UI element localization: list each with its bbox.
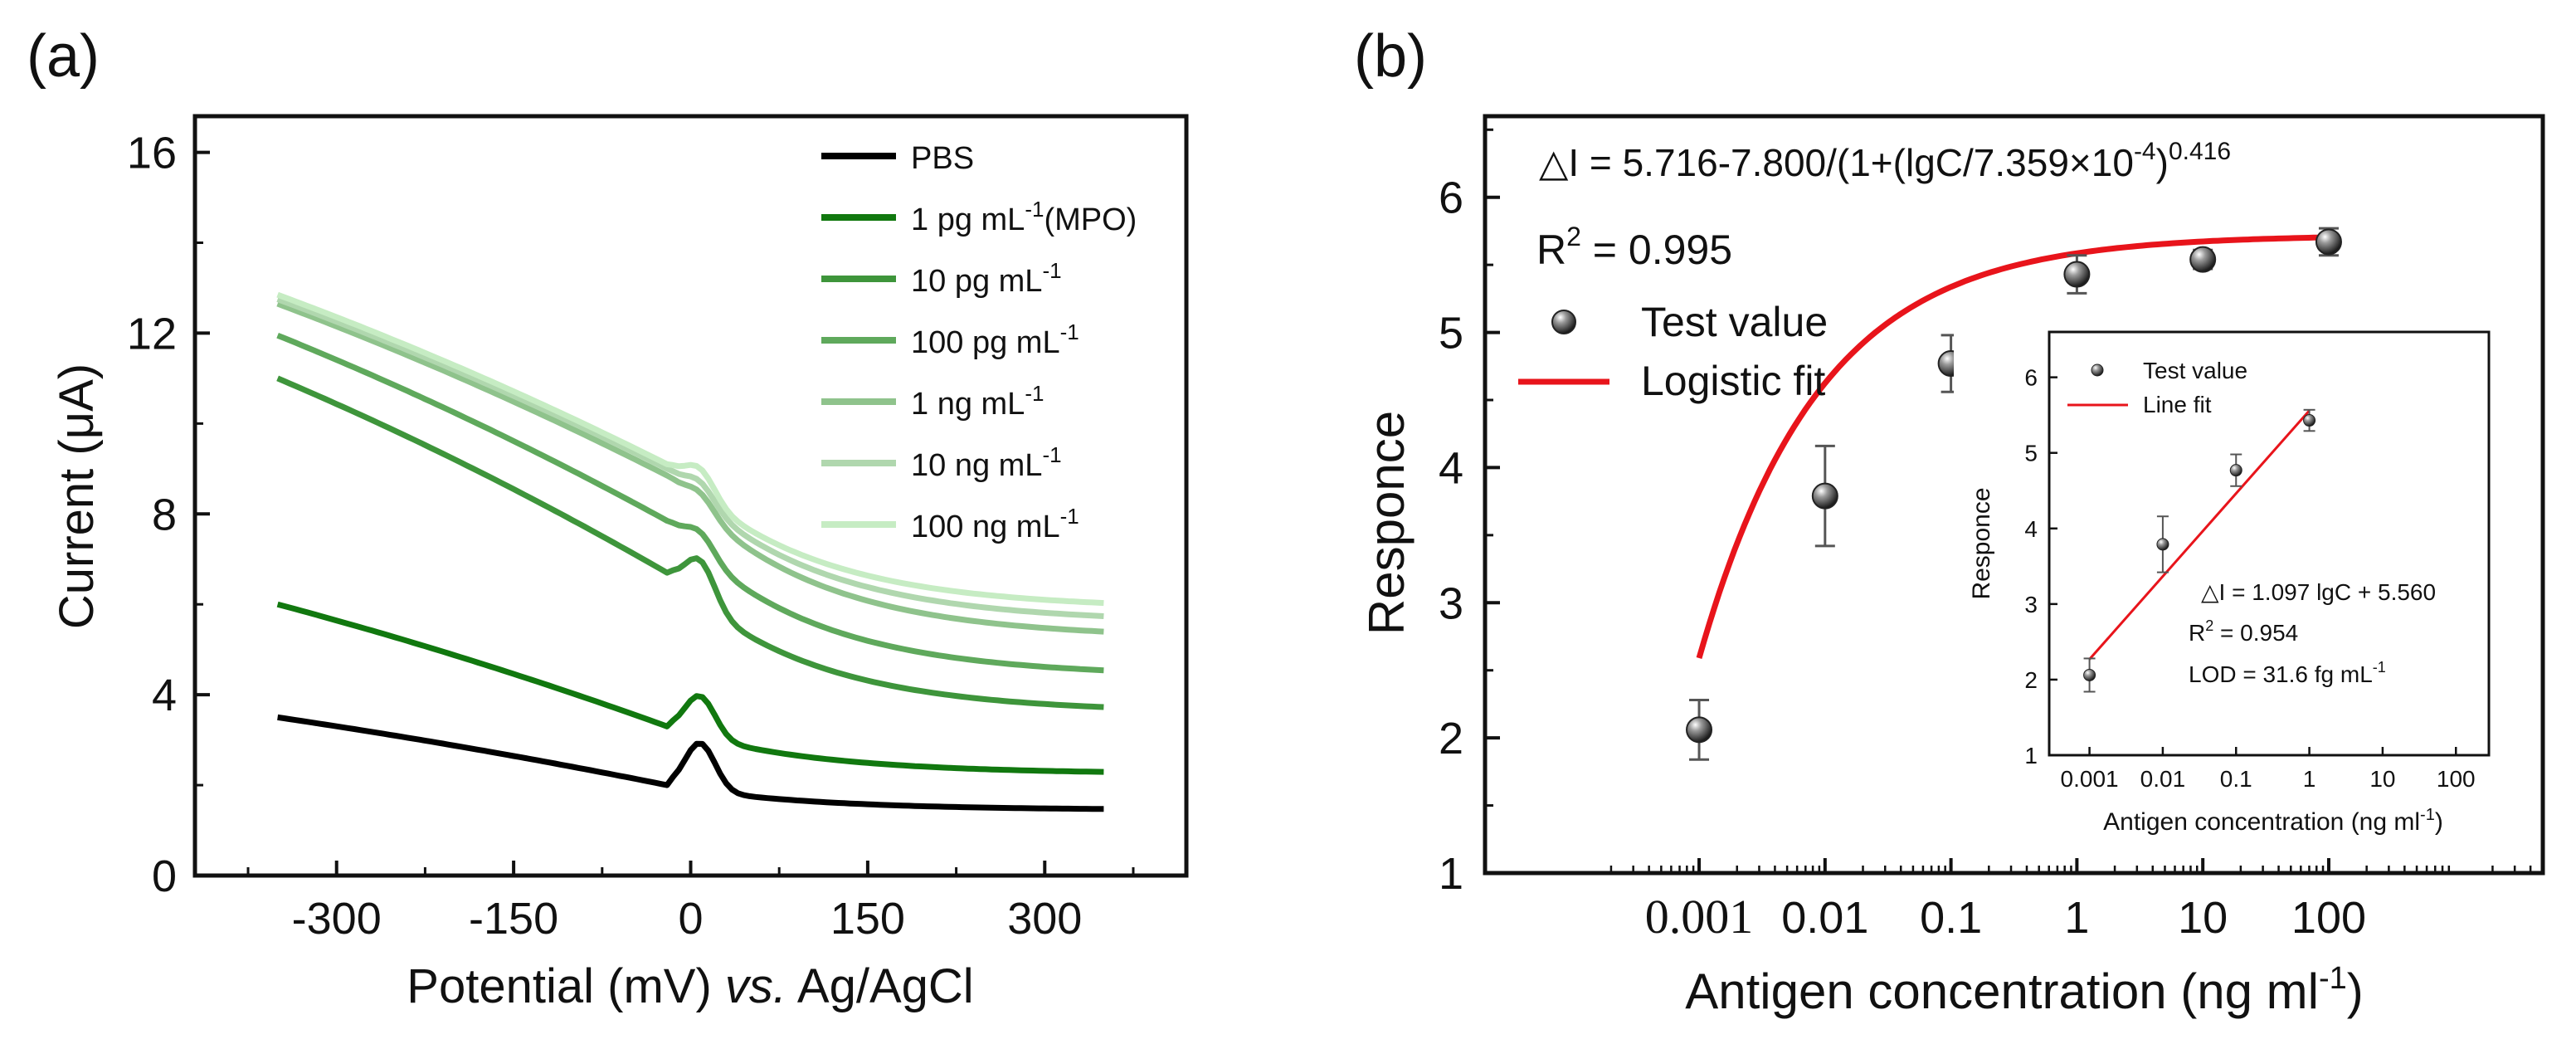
- panel-b-equation-sup2: 0.416: [2169, 138, 2231, 165]
- b-x-tick-label: 0.01: [1781, 893, 1868, 943]
- b-data-point: [2063, 261, 2091, 288]
- panel-b-legend: Test value Logistic fit: [1518, 299, 1828, 404]
- inset-x-tick-label: 0.1: [2220, 766, 2252, 792]
- b-y-tick-label: 2: [1439, 714, 1463, 763]
- a-series-line: [276, 601, 1104, 775]
- b-x-tick-label: 0.001: [1645, 890, 1754, 944]
- inset-frame: [2048, 330, 2491, 757]
- b-logistic-fit-line: [1696, 234, 2330, 659]
- inset-y-tick-label: 1: [2024, 743, 2038, 768]
- a-legend-label: 1 pg mL-1(MPO): [911, 197, 1137, 237]
- panel-a-frame: [192, 114, 1189, 878]
- inset-x-tick-label: 0.001: [2061, 766, 2119, 792]
- a-series-line: [277, 714, 1104, 812]
- a-x-tick-label: -150: [469, 894, 558, 944]
- inset-x-tick-label: 0.01: [2140, 766, 2186, 792]
- b-y-tick-label: 6: [1439, 173, 1463, 223]
- inset-data-point: [2083, 668, 2096, 681]
- panel-b-equation-main: △I = 5.716-7.800/(1+(lgC/7.359×10: [1539, 141, 2134, 184]
- b-data-point: [2189, 246, 2217, 273]
- inset-fit-line: [2088, 409, 2311, 661]
- b-data-point: [1811, 482, 1838, 510]
- b-data-point: [2315, 228, 2342, 256]
- b-y-tick-label: 4: [1439, 443, 1463, 493]
- a-x-tick-label: -300: [292, 894, 382, 944]
- inset-data-point: [2303, 414, 2316, 427]
- inset-legend-line-fit: Line fit: [2143, 392, 2212, 417]
- a-series-line: [276, 375, 1104, 710]
- inset-y-tick-label: 4: [2024, 516, 2038, 542]
- b-x-tick-label: 0.1: [1920, 893, 1982, 943]
- inset-y-tick-label: 2: [2024, 667, 2038, 693]
- b-data-point: [1686, 716, 1713, 744]
- b-x-tick-label: 1: [2064, 893, 2089, 943]
- a-y-tick-label: 12: [127, 309, 177, 359]
- a-series-line: [276, 291, 1104, 607]
- panel-b-inset: 0.001 0.01 0.1 1 10 100 1 2 3 4 5 6 Test value Line…: [1954, 311, 2526, 836]
- panel-b-chart: 0.001 0.01 0.1 1 10 100 1 2 3 4 5 6 △I = 5.716-7.80…: [1359, 114, 2545, 1019]
- b-x-tick-label: 10: [2178, 893, 2228, 943]
- a-x-tick-label: 150: [830, 894, 905, 944]
- inset-r2: R2 = 0.954: [2189, 617, 2298, 646]
- b-x-tick-label: 100: [2291, 893, 2366, 943]
- inset-x-axis-label: Antigen concentration (ng ml-1): [2103, 806, 2443, 836]
- legend-label-logistic-fit: Logistic fit: [1641, 358, 1825, 404]
- a-y-tick-label: 16: [127, 129, 177, 178]
- inset-data-point: [2156, 538, 2169, 551]
- inset-legend-marker: [2091, 363, 2104, 377]
- a-series-line: [276, 300, 1104, 635]
- legend-label-test-value: Test value: [1641, 299, 1828, 345]
- inset-y-tick-label: 6: [2024, 365, 2038, 391]
- a-legend-label: 10 ng mL-1: [911, 442, 1062, 483]
- panel-a-x-axis-label-tail: Ag/AgCl: [786, 959, 974, 1013]
- a-legend-label: 1 ng mL-1: [911, 381, 1044, 422]
- inset-x-tick-label: 10: [2369, 766, 2395, 792]
- a-legend-label: PBS: [911, 141, 974, 176]
- panel-b-label: (b): [1354, 23, 1427, 90]
- b-y-tick-label: 3: [1439, 578, 1463, 628]
- a-y-tick-label: 8: [152, 490, 177, 539]
- inset-x-tick-label: 1: [2303, 766, 2316, 792]
- inset-y-tick-label: 5: [2024, 441, 2038, 466]
- panel-a-x-axis-label: Potential (mV) vs. Ag/AgCl: [407, 959, 973, 1013]
- panel-b-equation-mid: ): [2156, 141, 2169, 184]
- panel-a-y-axis-label: Current (μA): [50, 363, 104, 629]
- panel-b-frame: [1483, 114, 2545, 876]
- a-series-line: [276, 296, 1104, 619]
- inset-background: [1954, 311, 2526, 817]
- a-x-tick-label: 300: [1007, 894, 1082, 944]
- panel-b-r2: R2 = 0.995: [1536, 222, 1732, 273]
- inset-equation: △I = 1.097 lgC + 5.560: [2201, 579, 2436, 605]
- panel-b-y-axis-label: Responce: [1359, 411, 1415, 635]
- panel-b-x-axis-label: Antigen concentration (ng ml-1): [1685, 961, 2364, 1019]
- inset-lod: LOD = 31.6 fg mL-1: [2189, 659, 2386, 687]
- b-y-tick-label: 1: [1439, 849, 1463, 899]
- inset-legend-test-value: Test value: [2143, 358, 2247, 383]
- a-x-tick-label: 0: [678, 894, 703, 944]
- a-y-tick-label: 4: [152, 671, 177, 720]
- a-series-line: [276, 332, 1104, 674]
- panel-a-label: (a): [27, 23, 100, 90]
- panel-a-x-axis-label-italic: vs.: [725, 959, 786, 1013]
- panel-b-equation-sup1: -4: [2134, 138, 2156, 165]
- panel-a-x-axis-label-main: Potential (mV): [407, 959, 725, 1013]
- panel-a-chart: -300 -150 0 150 300 0 4 8 12 16 PBS 1 pg mL-1(MPO)…: [50, 114, 1189, 1013]
- a-legend-label: 100 ng mL-1: [911, 504, 1079, 544]
- a-legend-label: 10 pg mL-1: [911, 258, 1062, 299]
- legend-marker-test-value: [1551, 310, 1576, 334]
- inset-data-point: [2229, 464, 2242, 477]
- inset-y-tick-label: 3: [2024, 592, 2038, 617]
- b-y-tick-label: 5: [1439, 309, 1463, 359]
- a-y-tick-label: 0: [152, 851, 177, 901]
- a-legend-label: 100 pg mL-1: [911, 320, 1079, 360]
- inset-legend: Test value Line fit: [2067, 358, 2247, 417]
- panel-b-equation: △I = 5.716-7.800/(1+(lgC/7.359×10-4)0.41…: [1539, 138, 2231, 184]
- inset-y-axis-label: Responce: [1968, 487, 1995, 599]
- inset-x-tick-label: 100: [2437, 766, 2476, 792]
